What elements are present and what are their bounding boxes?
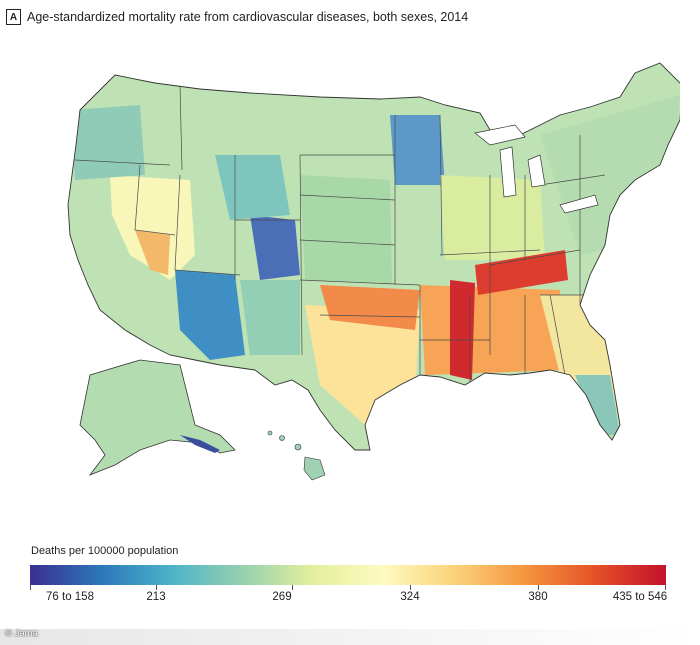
legend-color-scale bbox=[30, 565, 666, 585]
legend-tick bbox=[292, 585, 293, 590]
map-title: Age-standardized mortality rate from car… bbox=[27, 10, 469, 24]
legend-tick bbox=[538, 585, 539, 590]
oklahoma-region bbox=[320, 285, 420, 330]
minnesota-region bbox=[390, 115, 445, 185]
nevada-hotspot bbox=[135, 230, 170, 275]
legend-tick-label: 213 bbox=[146, 591, 166, 603]
plains-region bbox=[300, 175, 392, 285]
image-credit: © Jama bbox=[5, 628, 38, 639]
legend-tick bbox=[665, 585, 666, 590]
great-lakes bbox=[474, 124, 599, 214]
rocky-mountain-region bbox=[215, 155, 290, 220]
legend-tick bbox=[410, 585, 411, 590]
mississippi-delta-hotspot bbox=[450, 280, 475, 380]
pacific-northwest-region bbox=[70, 105, 145, 180]
tennessee-kentucky-hotspot bbox=[475, 250, 568, 295]
legend-tick-label: 269 bbox=[272, 591, 292, 603]
us-choropleth-map bbox=[67, 62, 680, 481]
legend-tick-label: 380 bbox=[528, 591, 548, 603]
colorado-region bbox=[250, 215, 300, 280]
southwest-region bbox=[175, 270, 245, 360]
midwest-region bbox=[440, 175, 545, 260]
florida-region bbox=[575, 375, 620, 435]
footer-bar bbox=[0, 629, 700, 645]
legend-tick bbox=[30, 585, 31, 590]
legend-tick-label: 324 bbox=[400, 591, 420, 603]
legend-title: Deaths per 100000 population bbox=[31, 545, 179, 557]
great-basin-region bbox=[110, 175, 195, 280]
figure-header: A Age-standardized mortality rate from c… bbox=[6, 9, 468, 25]
alaska-southeast-coast bbox=[180, 435, 220, 453]
hawaii bbox=[267, 430, 326, 481]
panel-label: A bbox=[6, 9, 21, 25]
state-borders bbox=[74, 84, 621, 385]
legend-tick-label: 76 to 158 bbox=[46, 591, 94, 603]
legend-tick bbox=[156, 585, 157, 590]
contiguous-us-outline bbox=[67, 62, 680, 451]
legend-tick-label: 435 to 546 bbox=[612, 591, 668, 603]
alaska bbox=[79, 359, 236, 476]
new-mexico-region bbox=[240, 280, 300, 355]
